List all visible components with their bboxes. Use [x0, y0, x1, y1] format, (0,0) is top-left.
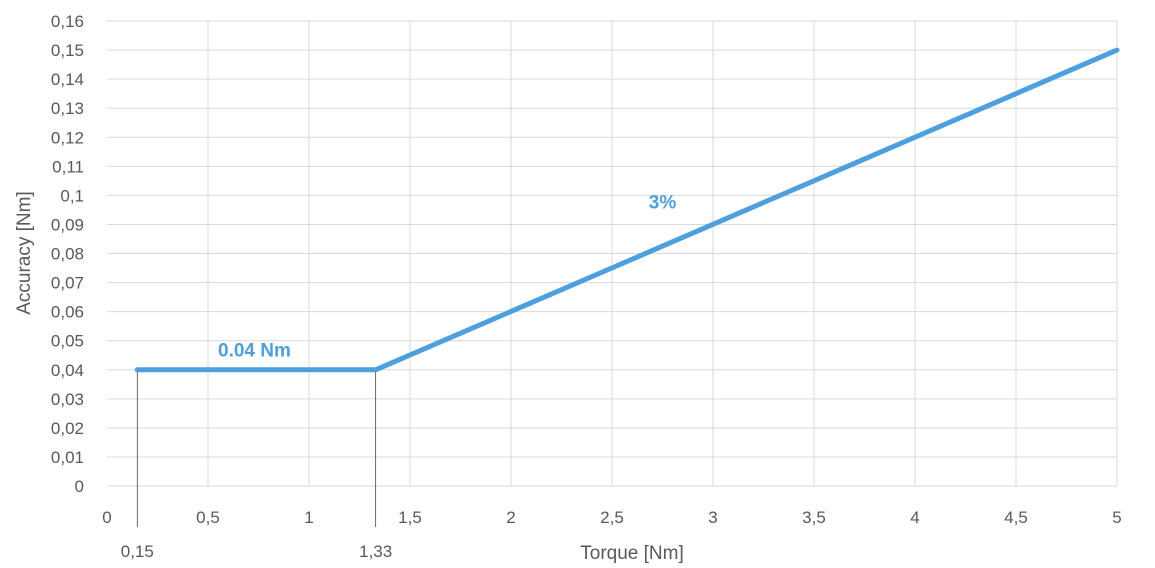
x-axis-title: Torque [Nm]	[580, 543, 683, 564]
y-tick-label: 0,1	[60, 186, 84, 205]
y-tick-label: 0,11	[52, 157, 84, 176]
y-tick-label: 0,12	[51, 128, 84, 147]
y-axis-title: Accuracy [Nm]	[14, 191, 35, 315]
x-tick-label: 1,5	[398, 508, 422, 527]
x-tick-label: 1	[304, 508, 313, 527]
x-tick-label: 5	[1112, 508, 1121, 527]
series-annotation: 0.04 Nm	[218, 341, 291, 362]
y-tick-label: 0,05	[51, 332, 84, 351]
accuracy-series-line	[134, 47, 1120, 373]
torque-marker-label: 1,33	[359, 542, 392, 561]
y-tick-label: 0,06	[51, 303, 84, 322]
y-tick-label: 0,09	[51, 215, 84, 234]
x-tick-label: 3,5	[802, 508, 826, 527]
x-tick-label: 4,5	[1004, 508, 1028, 527]
annotations: 0.04 Nm 3%	[218, 192, 676, 361]
y-tick-label: 0,02	[51, 419, 84, 438]
x-tick-label: 0,5	[196, 508, 220, 527]
torque-marker-label: 0,15	[121, 542, 154, 561]
y-tick-label: 0,16	[51, 12, 84, 31]
y-tick-label: 0	[75, 477, 84, 496]
grid-lines	[107, 20, 1118, 487]
y-tick-label: 0,03	[51, 390, 84, 409]
y-tick-label: 0,15	[51, 41, 84, 60]
y-axis-tick-labels: 0 0,01 0,02 0,03 0,04 0,05 0,06 0,07 0,08 0,09 0,1…	[51, 12, 84, 496]
x-tick-label: 0	[102, 508, 111, 527]
y-tick-label: 0,07	[51, 274, 84, 293]
y-tick-label: 0,13	[51, 99, 84, 118]
y-tick-label: 0,01	[51, 448, 84, 467]
torque-marker-lines: 0,15 1,33	[121, 369, 392, 561]
x-tick-label: 2,5	[600, 508, 624, 527]
x-tick-label: 2	[506, 508, 515, 527]
x-tick-label: 4	[910, 508, 919, 527]
x-tick-label: 3	[708, 508, 717, 527]
y-tick-label: 0,14	[51, 70, 84, 89]
y-tick-label: 0,04	[51, 361, 84, 380]
series-annotation: 3%	[649, 192, 677, 213]
x-axis-tick-labels: 0 0,5 1 1,5 2 2,5 3 3,5 4 4,5 5	[102, 508, 1121, 527]
series-layer	[134, 47, 1120, 373]
y-tick-label: 0,08	[51, 245, 84, 264]
